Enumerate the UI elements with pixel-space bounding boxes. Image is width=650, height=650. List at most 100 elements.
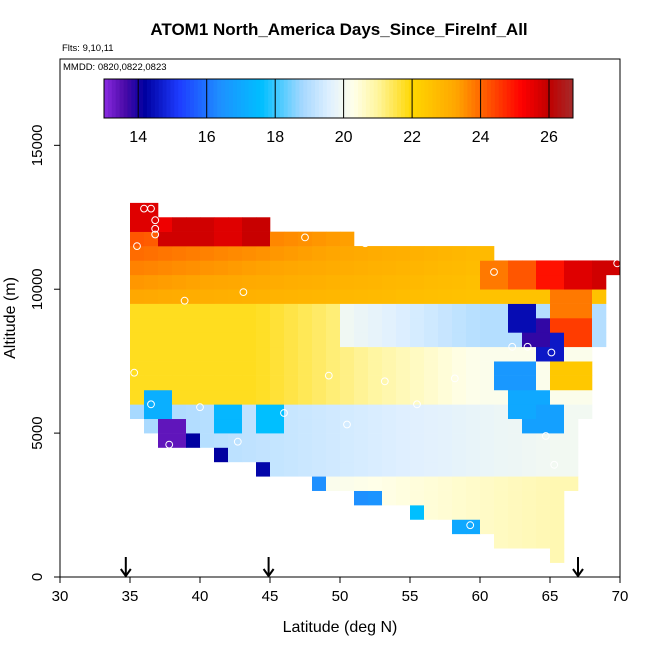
heatmap-cell xyxy=(536,519,551,535)
heatmap-cell xyxy=(340,476,355,491)
heatmap-cell xyxy=(578,389,593,405)
colorbar-segment xyxy=(272,79,277,118)
heatmap-cell xyxy=(550,260,565,276)
heatmap-cell xyxy=(368,260,383,276)
heatmap-cell xyxy=(354,346,369,362)
heatmap-cell xyxy=(382,346,397,362)
colorbar-segment xyxy=(424,79,429,118)
colorbar-segment xyxy=(455,79,461,118)
heatmap-cell xyxy=(214,447,229,463)
heatmap-cell xyxy=(284,231,299,247)
heatmap-cell xyxy=(550,447,565,463)
heatmap-cell xyxy=(536,375,551,391)
x-tick-label: 50 xyxy=(332,588,349,605)
heatmap-cell xyxy=(494,490,509,506)
colorbar-segment xyxy=(393,79,398,118)
observation-point xyxy=(541,432,550,440)
heatmap-cell xyxy=(256,461,271,477)
heatmap-cell xyxy=(424,361,439,376)
colorbar-segment xyxy=(553,79,558,118)
heatmap-cell xyxy=(438,289,453,304)
heatmap-cell xyxy=(508,289,523,304)
heatmap-cell xyxy=(438,461,453,477)
heatmap-cell xyxy=(424,490,439,506)
colorbar-segment xyxy=(178,79,183,118)
heatmap-cell xyxy=(494,404,509,420)
colorbar-segment xyxy=(490,79,496,118)
heatmap-cell xyxy=(340,231,355,247)
observation-point xyxy=(165,440,174,449)
colorbar-segment xyxy=(545,79,550,118)
colorbar: 14 16 18 20 22 24 26 xyxy=(103,78,574,146)
heatmap-cell xyxy=(494,289,509,304)
colorbar-segment xyxy=(189,79,195,118)
heatmap-cell xyxy=(396,246,411,261)
heatmap-cell xyxy=(522,490,537,506)
heatmap-cell xyxy=(494,361,509,376)
heatmap-cell xyxy=(186,404,201,420)
heatmap-cell xyxy=(172,433,187,448)
heatmap-cell xyxy=(452,246,467,261)
heatmap-cell xyxy=(410,246,425,261)
heatmap-cell xyxy=(592,332,607,348)
heatmap-cell xyxy=(270,303,285,319)
heatmap-cell xyxy=(508,361,523,376)
heatmap-cell xyxy=(340,461,355,477)
heatmap-cell xyxy=(368,404,383,420)
observation-point xyxy=(490,268,498,276)
colorbar-segment xyxy=(186,79,191,118)
heatmap-cell xyxy=(312,332,327,348)
heatmap-cell xyxy=(144,231,159,247)
heatmap-cell xyxy=(214,332,229,348)
colorbar-segment xyxy=(279,79,285,118)
heatmap-cell xyxy=(326,404,341,420)
heatmap-cell xyxy=(452,318,467,333)
heatmap-cell xyxy=(144,202,159,218)
colorbar-segment xyxy=(537,79,543,118)
heatmap-cell xyxy=(242,375,257,391)
heatmap-cell xyxy=(424,505,439,520)
colorbar-tick-label: 14 xyxy=(129,129,147,146)
observation-point xyxy=(523,342,532,351)
heatmap-cell xyxy=(298,318,313,333)
heatmap-cell xyxy=(214,404,229,420)
heatmap-cell xyxy=(368,318,383,333)
heatmap-cell xyxy=(382,447,397,463)
heatmap-cell xyxy=(480,519,495,535)
heatmap-cell xyxy=(424,433,439,448)
colorbar-segment xyxy=(162,79,167,118)
colorbar-segment xyxy=(526,79,531,118)
heatmap-cell xyxy=(312,289,327,304)
colorbar-segment xyxy=(107,79,113,118)
heatmap-cell xyxy=(200,375,215,391)
heatmap-cell xyxy=(396,274,411,290)
colorbar-segment xyxy=(244,79,250,118)
heatmap-cell xyxy=(508,274,523,290)
heatmap-cell xyxy=(382,433,397,448)
heatmap-cell xyxy=(410,375,425,391)
colorbar-segment xyxy=(143,79,148,118)
heatmap-cell xyxy=(410,389,425,405)
dates-note: MMDD: 0820,0822,0823 xyxy=(63,62,167,73)
colorbar-segment xyxy=(459,79,464,118)
colorbar-segment xyxy=(146,79,152,118)
heatmap-cell xyxy=(298,433,313,448)
heatmap-cell xyxy=(186,433,201,448)
colorbar-segment xyxy=(322,79,328,118)
colorbar-segment xyxy=(416,79,421,118)
heatmap-cell xyxy=(424,332,439,348)
heatmap-cell xyxy=(494,375,509,391)
heatmap-cell xyxy=(550,490,565,506)
heatmap-cell xyxy=(214,389,229,405)
heatmap-cell xyxy=(592,289,607,304)
heatmap-cell xyxy=(298,289,313,304)
colorbar-frame xyxy=(103,78,574,119)
colorbar-segment xyxy=(307,79,312,118)
heatmap-cell xyxy=(200,217,215,232)
heatmap-cell xyxy=(550,404,565,420)
heatmap-cell xyxy=(242,404,257,420)
heatmap-cell xyxy=(410,260,425,276)
heatmap-cell xyxy=(130,202,145,218)
heatmap-cell xyxy=(382,260,397,276)
heatmap-cell xyxy=(382,404,397,420)
